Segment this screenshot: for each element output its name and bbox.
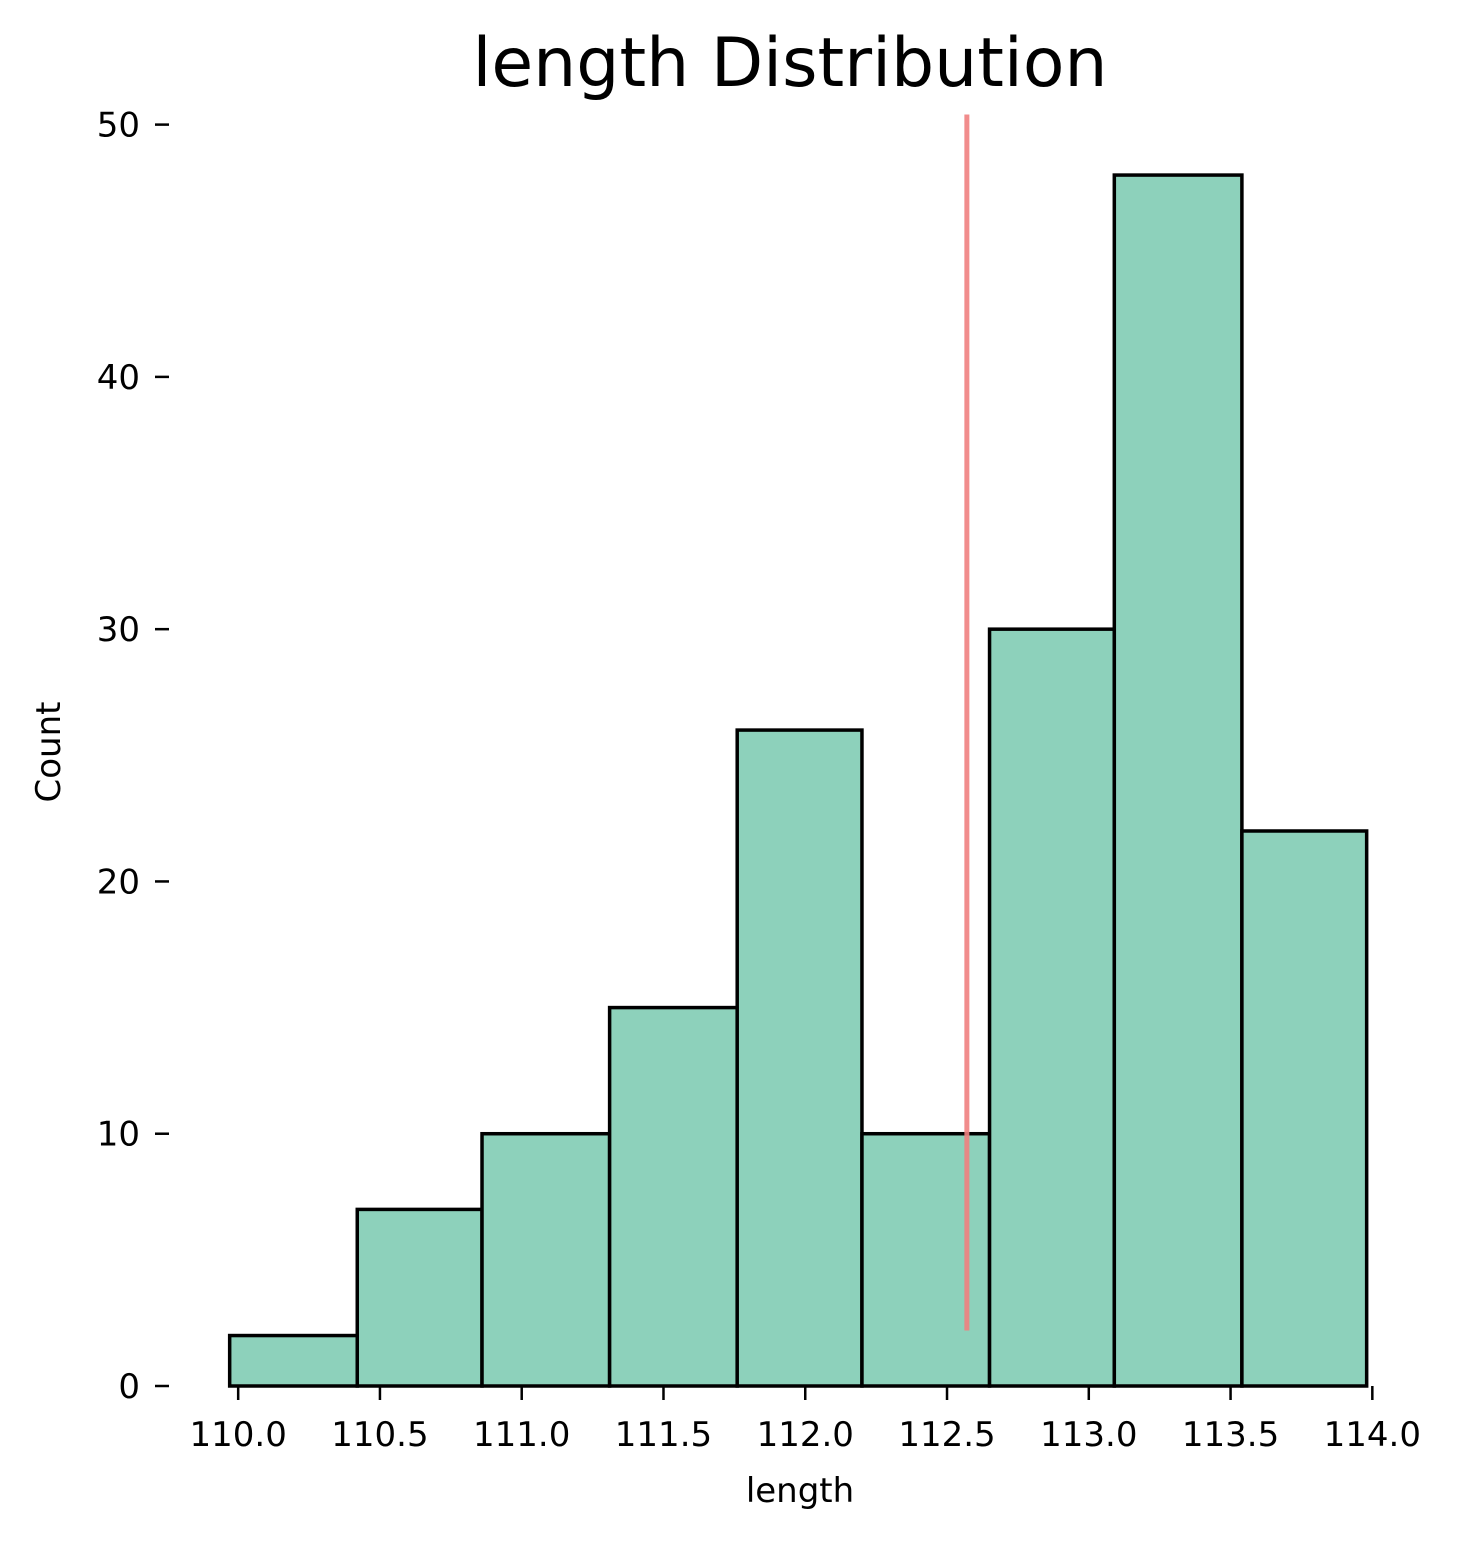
bars-group <box>227 173 1369 1388</box>
x-tick-label-6: 113.0 <box>1040 1415 1137 1455</box>
y-tick-label-1: 10 <box>97 1115 140 1155</box>
y-axis-label: Count <box>29 702 69 803</box>
y-tick-label-5: 50 <box>97 106 140 146</box>
x-tick-label-1: 110.5 <box>331 1415 428 1455</box>
x-tick-label-2: 111.0 <box>473 1415 570 1455</box>
histogram-bar-0 <box>227 1333 360 1388</box>
x-axis: 110.0 110.5 111.0 111.5 112.0 112.5 113.0 113.5… <box>190 1386 1421 1455</box>
x-tick-label-5: 112.5 <box>898 1415 995 1455</box>
y-tick-label-4: 40 <box>97 358 140 398</box>
chart-title: length Distribution <box>472 24 1107 103</box>
histogram-bar-2 <box>480 1131 612 1388</box>
x-axis-label: length <box>746 1471 854 1511</box>
histogram-bar-1 <box>355 1207 484 1388</box>
y-tick-label-2: 20 <box>97 862 140 902</box>
x-tick-label-3: 111.5 <box>615 1415 712 1455</box>
histogram-bar-8 <box>1240 829 1369 1388</box>
y-tick-label-3: 30 <box>97 610 140 650</box>
y-tick-label-0: 0 <box>118 1367 140 1407</box>
histogram-bar-3 <box>607 1005 739 1388</box>
histogram-bar-6 <box>987 627 1117 1388</box>
histogram-bar-5 <box>860 1131 992 1388</box>
x-tick-label-8: 114.0 <box>1324 1415 1421 1455</box>
histogram-bar-4 <box>735 728 864 1388</box>
x-tick-label-7: 113.5 <box>1182 1415 1279 1455</box>
histogram-bar-7 <box>1112 173 1244 1388</box>
x-tick-label-4: 112.0 <box>757 1415 854 1455</box>
x-tick-label-0: 110.0 <box>190 1415 287 1455</box>
y-axis: 0 10 20 30 40 50 <box>97 106 169 1407</box>
